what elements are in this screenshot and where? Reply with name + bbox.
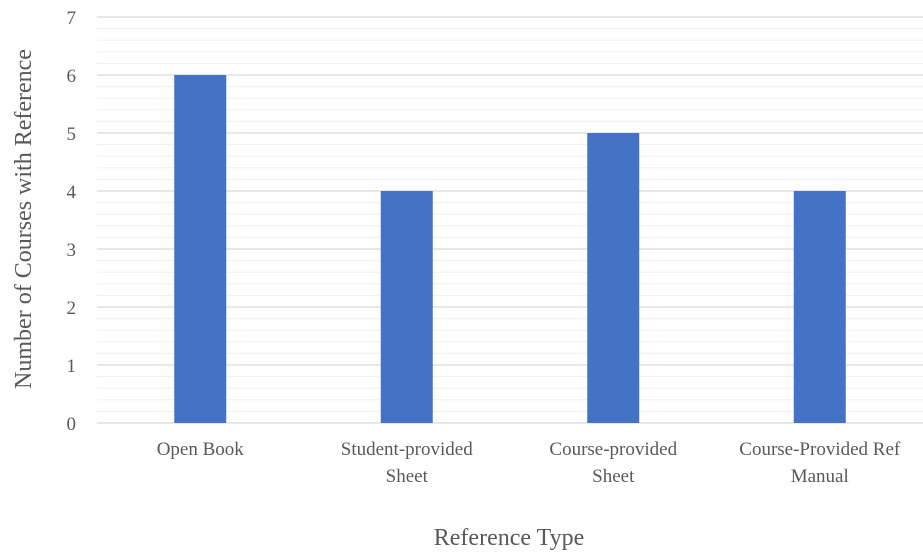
x-category-label: Course-Provided Ref Manual: [739, 439, 901, 487]
y-tick-label: 4: [67, 182, 77, 203]
y-tick-label: 1: [67, 356, 77, 377]
y-tick-label: 5: [67, 124, 77, 145]
y-tick-label: 3: [67, 240, 77, 261]
x-category-label: Student-provided Sheet: [341, 439, 473, 487]
x-category-label: Open Book: [157, 439, 245, 460]
bar: [380, 191, 433, 423]
bar: [793, 191, 846, 423]
y-tick-label: 7: [67, 8, 77, 29]
bar: [587, 133, 640, 423]
y-tick-label: 6: [67, 66, 77, 87]
bars: [174, 75, 846, 423]
y-tick-label: 0: [67, 414, 77, 435]
gridlines: [97, 16, 923, 424]
bar: [174, 75, 227, 423]
y-axis-ticks: 0 1 2 3 4 5 6 7: [67, 8, 77, 435]
x-axis-categories: Open Book Student-provided Sheet Course-pro…: [157, 439, 901, 487]
y-tick-label: 2: [67, 298, 77, 319]
x-axis-title: Reference Type: [434, 525, 584, 551]
x-category-label: Course-provided Sheet: [549, 439, 677, 487]
y-axis-title: Number of Courses with Reference: [11, 49, 37, 389]
